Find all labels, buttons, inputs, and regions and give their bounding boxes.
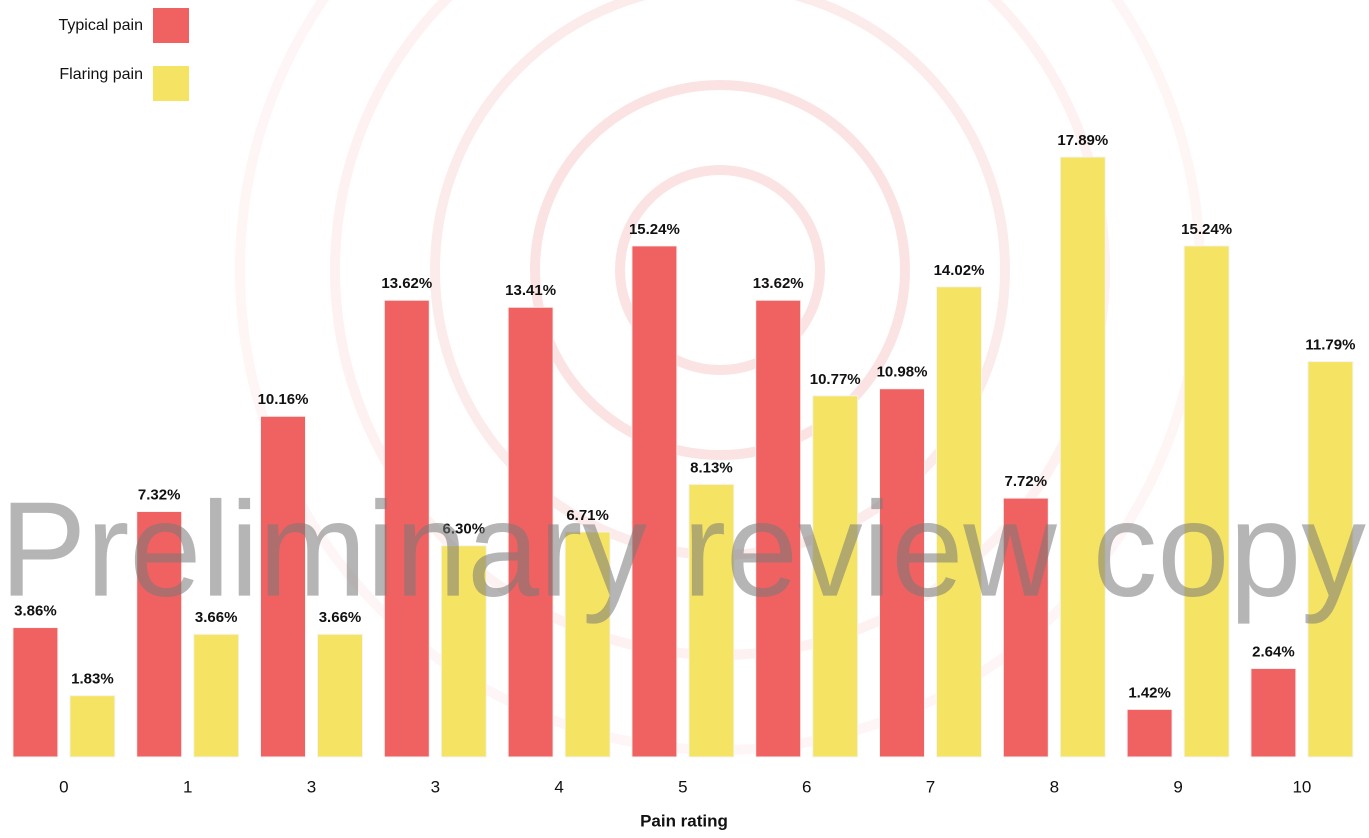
value-label: 2.64% xyxy=(1252,643,1295,660)
bar xyxy=(879,388,925,758)
bar xyxy=(631,245,678,758)
bar xyxy=(1183,245,1230,758)
bar xyxy=(383,299,430,758)
x-tick-label: 4 xyxy=(554,777,563,796)
x-tick-label: 8 xyxy=(1050,777,1059,796)
value-label: 15.24% xyxy=(1181,221,1232,238)
value-label: 8.13% xyxy=(690,459,733,476)
ring xyxy=(530,80,910,460)
x-tick-label: 6 xyxy=(802,777,811,796)
value-label: 1.83% xyxy=(71,671,114,688)
value-label: 13.62% xyxy=(753,275,804,292)
bar xyxy=(936,286,982,758)
bar xyxy=(69,695,116,758)
bar xyxy=(688,483,735,758)
value-label: 14.02% xyxy=(934,262,985,279)
x-tick-label: 3 xyxy=(431,777,440,796)
x-tick-label: 7 xyxy=(926,777,935,796)
bar xyxy=(1059,156,1106,758)
value-label: 1.42% xyxy=(1128,684,1171,701)
watermark: Preliminary review copy xyxy=(0,474,1366,625)
x-tick-label: 0 xyxy=(59,777,68,796)
bar xyxy=(317,633,363,758)
value-label: 10.77% xyxy=(810,371,861,388)
legend: Typical pain Flaring pain xyxy=(59,8,189,101)
bar xyxy=(564,531,611,758)
legend-label: Typical pain xyxy=(59,17,144,34)
x-tick-label: 10 xyxy=(1292,777,1311,796)
value-label: 6.30% xyxy=(443,521,486,538)
bar xyxy=(1307,361,1354,758)
bar xyxy=(440,545,487,758)
bar xyxy=(260,415,306,758)
bar xyxy=(12,627,59,758)
x-tick-label: 1 xyxy=(183,777,192,796)
bar xyxy=(755,299,802,758)
legend-swatch xyxy=(153,66,189,101)
ring xyxy=(615,165,825,375)
value-label: 6.71% xyxy=(566,507,609,524)
value-label: 7.72% xyxy=(1005,473,1048,490)
value-label: 11.79% xyxy=(1305,337,1355,354)
value-label: 10.16% xyxy=(258,391,309,408)
bar xyxy=(193,633,240,758)
x-tick-label: 9 xyxy=(1173,777,1182,796)
x-tick-label: 5 xyxy=(678,777,687,796)
value-label: 3.66% xyxy=(319,609,362,626)
bar xyxy=(507,306,554,758)
value-label: 7.32% xyxy=(138,486,181,503)
value-label: 13.41% xyxy=(505,282,556,299)
bar xyxy=(1126,708,1173,758)
bar xyxy=(1002,497,1049,758)
value-label: 10.98% xyxy=(877,364,928,381)
value-label: 15.24% xyxy=(629,221,680,238)
x-tick-label: 3 xyxy=(307,777,316,796)
bar xyxy=(1250,667,1297,758)
bar xyxy=(136,510,183,758)
plot: 0 3.86% 1.83% 1 7.32% 3.66% 3 10.16% 3.66% 3 13.62… xyxy=(12,132,1355,796)
bar xyxy=(812,395,859,758)
legend-label: Flaring pain xyxy=(59,66,143,83)
legend-swatch xyxy=(153,8,189,43)
value-label: 3.86% xyxy=(14,603,57,620)
value-label: 13.62% xyxy=(381,275,432,292)
value-label: 17.89% xyxy=(1057,132,1108,149)
value-label: 3.66% xyxy=(195,609,238,626)
x-axis-title: Pain rating xyxy=(640,811,728,830)
